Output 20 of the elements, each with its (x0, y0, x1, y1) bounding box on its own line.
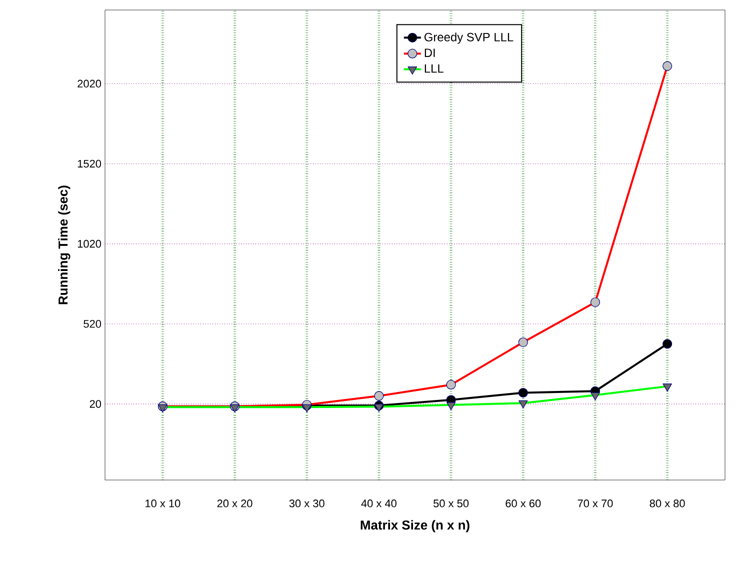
point (518, 388, 528, 398)
y-tick-label: 520 (84, 320, 102, 328)
x-tick-label: 30 x 30 (289, 500, 324, 508)
legend-label: Greedy SVP LLL (424, 32, 514, 44)
y-axis-title: Running Time (sec) (58, 186, 70, 304)
x-axis-title: Matrix Size (n x n) (360, 520, 470, 532)
legend-label: LLL (424, 64, 444, 73)
y-tick-label: 1520 (78, 160, 102, 168)
x-tick-label: 20 x 20 (217, 500, 252, 508)
x-tick-label: 70 x 70 (578, 500, 613, 508)
y-tick-label: 1020 (78, 240, 102, 248)
x-tick-label: 40 x 40 (361, 500, 396, 508)
legend-label: DI (424, 48, 435, 57)
x-tick-label: 10 x 10 (146, 500, 180, 508)
y-tick-label: 2020 (78, 80, 102, 88)
y-tick-label: 20 (90, 400, 102, 408)
x-tick-label: 80 x 80 (650, 500, 685, 508)
x-tick-label: 60 x 60 (506, 500, 541, 508)
x-tick-label: 50 x 50 (434, 500, 469, 508)
point (662, 339, 672, 349)
